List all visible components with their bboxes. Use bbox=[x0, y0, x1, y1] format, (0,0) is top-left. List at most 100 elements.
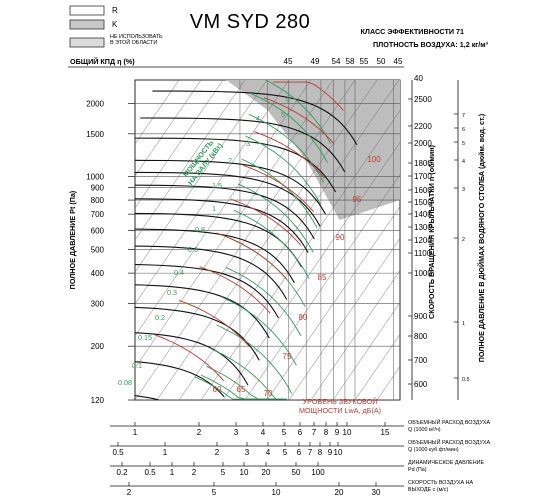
x-axis-tick-label: 20 bbox=[335, 488, 344, 497]
y-left-tick-label: 400 bbox=[91, 269, 105, 278]
grid-diag bbox=[310, 270, 400, 400]
y-axis-left-label: ПОЛНОЕ ДАВЛЕНИЕ Pt (Па) bbox=[68, 190, 77, 289]
grid-diag bbox=[135, 80, 246, 241]
sound-label: УРОВЕНЬ ЗВУКОВОЙ МОЩНОСТИ LwA, дБ(А) bbox=[299, 397, 381, 415]
x-axis-tick-label: 10 bbox=[343, 428, 352, 437]
fan-curves bbox=[135, 90, 358, 400]
power-value-label: 0.08 bbox=[118, 378, 132, 387]
power-value-label: 0.4 bbox=[174, 268, 184, 277]
legend-swatch-na bbox=[69, 37, 105, 48]
grid-diag bbox=[135, 80, 224, 209]
x-axis-tick-label: 6 bbox=[298, 428, 303, 437]
y-left-tick-label: 120 bbox=[91, 396, 105, 405]
speed-tick-label: 1700 bbox=[414, 172, 432, 181]
x-axis-tick-label: 10 bbox=[240, 468, 249, 477]
grid bbox=[135, 80, 400, 400]
sound-curve bbox=[230, 198, 302, 246]
y-left-tick-label: 1500 bbox=[86, 130, 104, 139]
efficiency-value: 55 bbox=[360, 57, 369, 66]
y-left-tick-label: 200 bbox=[91, 342, 105, 351]
inch-tick-label: 3 bbox=[462, 187, 465, 193]
power-curve bbox=[211, 348, 287, 400]
grid-diag bbox=[135, 80, 334, 369]
sound-curves bbox=[153, 81, 344, 382]
y-axis-left: 2000 1500 1000 900 800 700 600 500 400 300 200 120 bbox=[86, 100, 135, 405]
y-axis-speed-label: СКОРОСТЬ ВРАЩЕНИЯ КРЫЛЬЧАТКИ n (об/мин) bbox=[427, 144, 436, 319]
grid-diag bbox=[135, 80, 202, 177]
efficiency-value: 45 bbox=[394, 57, 403, 66]
power-curve bbox=[216, 324, 293, 394]
sound-value-label: 60 bbox=[213, 385, 222, 394]
grid-diag bbox=[288, 238, 400, 400]
x-axis-tick-label: 1 bbox=[133, 428, 138, 437]
x-axis-label: СКОРОСТЬ ВОЗДУХА НА bbox=[408, 480, 473, 486]
speed-tick-label: 1500 bbox=[414, 198, 432, 207]
power-curve bbox=[251, 93, 328, 163]
x-axis-label: Q (1000 м³/ч) bbox=[408, 427, 441, 433]
y-left-tick-label: 2000 bbox=[86, 100, 104, 109]
sound-curve bbox=[263, 97, 335, 145]
x-axis-tick-label: 7 bbox=[308, 448, 313, 457]
x-axis-tick-label: 6 bbox=[297, 448, 302, 457]
sound-value-label: 70 bbox=[264, 389, 273, 398]
grid-diag bbox=[332, 302, 400, 400]
speed-tick-label: 800 bbox=[414, 332, 428, 341]
y-left-tick-label: 600 bbox=[91, 226, 105, 235]
sound-curve bbox=[242, 164, 314, 213]
x-axis-tick-label: 5 bbox=[282, 428, 287, 437]
x-axis-tick-label: 2 bbox=[197, 428, 202, 437]
sound-value-label: 80 bbox=[299, 313, 308, 322]
x-axis-tick-label: 2 bbox=[192, 468, 197, 477]
x-axis-tick-label: 100 bbox=[311, 468, 325, 477]
fan-curve bbox=[135, 245, 288, 300]
do-not-use-region bbox=[226, 80, 400, 220]
x-axis-tick-label: 5 bbox=[221, 468, 226, 477]
x-axis-tick-label: 0.2 bbox=[116, 468, 128, 477]
speed-tick-label: 2200 bbox=[414, 122, 432, 131]
legend-label-r: R bbox=[112, 6, 118, 15]
x-axis-tick-label: 4 bbox=[261, 428, 266, 437]
sound-curve bbox=[253, 131, 325, 179]
fan-curve bbox=[135, 171, 321, 227]
fan-curve bbox=[152, 90, 358, 146]
y-axis-inches-label: ПОЛНОЕ ДАВЛЕНИЕ В ДЮЙМАХ ВОДЯНОГО СТОЛБА… bbox=[477, 113, 486, 362]
grid-diag bbox=[244, 174, 400, 400]
power-curve bbox=[221, 296, 297, 366]
power-curve bbox=[264, 80, 332, 144]
x-axis-tick-label: 15 bbox=[381, 428, 390, 437]
efficiency-value: 58 bbox=[346, 57, 355, 66]
x-axis-tick-label: 3 bbox=[234, 428, 239, 437]
y-axis-inches: 7 6 5 4 3 2 1 0.5 bbox=[454, 113, 470, 383]
sound-curve bbox=[153, 333, 225, 382]
x-axis-tick-label: 2 bbox=[215, 448, 220, 457]
power-curve bbox=[237, 183, 314, 253]
power-value-label: 1.5 bbox=[212, 181, 222, 190]
sound-label-line-2: МОЩНОСТИ LwA, дБ(А) bbox=[299, 406, 381, 415]
efficiency-value: 54 bbox=[332, 57, 341, 66]
power-curve bbox=[225, 266, 302, 337]
inch-tick-label: 4 bbox=[462, 159, 465, 165]
power-value-label: 0.2 bbox=[155, 313, 165, 322]
sound-curve bbox=[216, 232, 288, 280]
sound-curve bbox=[199, 266, 271, 314]
power-value-label: 1 bbox=[212, 204, 216, 213]
inch-tick-label: 1 bbox=[462, 321, 465, 327]
legend-swatch-r bbox=[69, 5, 105, 16]
fan-curve bbox=[135, 395, 159, 400]
x-axis-label: ОБЪЕМНЫЙ РАСХОД ВОЗДУХА bbox=[408, 438, 490, 446]
x-axis-tick-label: 4 bbox=[266, 448, 271, 457]
power-value-label: 3 bbox=[246, 139, 250, 148]
inch-tick-label: 0.5 bbox=[462, 377, 470, 383]
fan-curve bbox=[135, 306, 260, 361]
grid-diag bbox=[135, 80, 268, 273]
grid-diag bbox=[200, 110, 400, 400]
legend-swatch-k bbox=[69, 19, 105, 30]
x-axis-label: ДИНАМИЧЕСКОЕ ДАВЛЕНИЕ bbox=[408, 460, 485, 466]
fan-curve bbox=[140, 117, 346, 173]
x-axis-tick-label: 8 bbox=[324, 428, 329, 437]
speed-tick-label: 1800 bbox=[414, 159, 432, 168]
x-axis-tick-label: 1 bbox=[170, 468, 175, 477]
speed-tick-label: 900 bbox=[414, 312, 428, 321]
x-axis-tick-label: 1 bbox=[163, 448, 168, 457]
